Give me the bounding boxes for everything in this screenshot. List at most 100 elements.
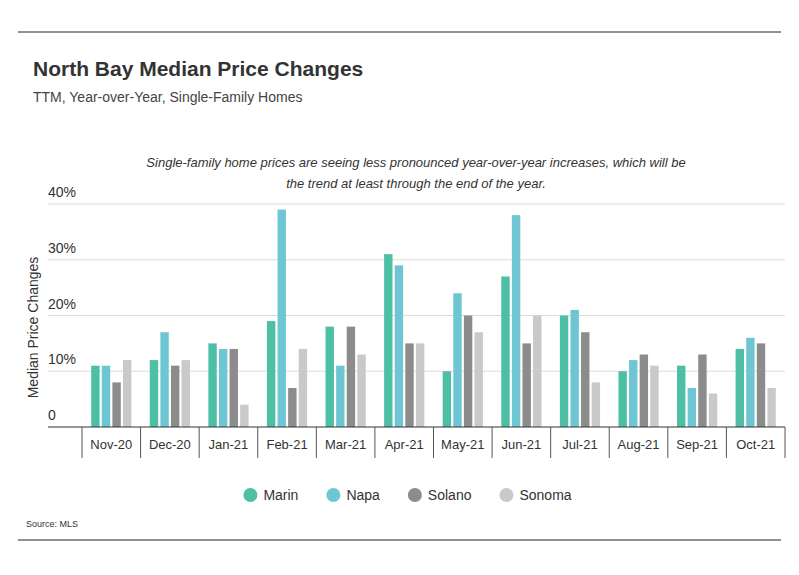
grid-line <box>48 259 785 260</box>
x-tick-label: Jul-21 <box>562 437 597 452</box>
bar <box>123 360 131 427</box>
legend-label: Sonoma <box>519 487 571 503</box>
title: North Bay Median Price Changes <box>33 57 363 80</box>
bar <box>560 316 568 428</box>
annotation: Single-family home prices are seeing les… <box>146 155 685 170</box>
legend-label: Napa <box>346 487 380 503</box>
x-tick-label: Dec-20 <box>149 437 191 452</box>
bar <box>384 254 392 427</box>
bar <box>357 355 365 427</box>
subtitle: TTM, Year-over-Year, Single-Family Homes <box>33 89 302 105</box>
x-tick-label: Feb-21 <box>266 437 307 452</box>
x-tick-label: Jan-21 <box>209 437 249 452</box>
y-tick-label: 40% <box>48 184 76 200</box>
bar <box>171 366 179 427</box>
bar <box>688 388 696 427</box>
bar <box>618 371 626 427</box>
bar <box>512 215 520 427</box>
chart: North Bay Median Price Changes TTM, Year-… <box>0 0 799 575</box>
bar <box>219 349 227 427</box>
y-tick-label: 10% <box>48 351 76 367</box>
category-separator <box>492 427 493 458</box>
bar <box>230 349 238 427</box>
bar <box>278 210 286 427</box>
bar <box>464 316 472 428</box>
bar <box>326 327 334 427</box>
x-tick-label: Aug-21 <box>618 437 660 452</box>
category-separator <box>257 427 258 458</box>
y-axis-label: Median Price Changes <box>25 257 41 399</box>
bar <box>288 388 296 427</box>
y-tick-label: 0 <box>48 407 56 423</box>
bar <box>746 338 754 427</box>
grid-line <box>48 315 785 316</box>
bar <box>677 366 685 427</box>
bar <box>640 355 648 427</box>
legend-swatch <box>326 488 340 502</box>
bar <box>522 343 530 427</box>
bar <box>395 265 403 427</box>
legend-swatch <box>408 488 422 502</box>
bar <box>299 349 307 427</box>
category-separator <box>433 427 434 458</box>
x-tick-label: Jun-21 <box>502 437 542 452</box>
bar <box>757 343 765 427</box>
legend-swatch <box>243 488 257 502</box>
y-tick-label: 30% <box>48 240 76 256</box>
bar <box>474 332 482 427</box>
category-separator <box>199 427 200 458</box>
bar <box>736 349 744 427</box>
bar <box>336 366 344 427</box>
bar <box>570 310 578 427</box>
bar <box>112 382 120 427</box>
bar <box>698 355 706 427</box>
bar <box>650 366 658 427</box>
category-separator <box>82 427 83 458</box>
bottom-rule <box>18 540 781 541</box>
bars <box>91 210 776 427</box>
bar <box>453 293 461 427</box>
category-separator <box>785 427 786 458</box>
annotation: the trend at least through the end of th… <box>286 176 546 191</box>
bar <box>629 360 637 427</box>
x-tick-label: Nov-20 <box>90 437 132 452</box>
legend-label: Solano <box>428 487 472 503</box>
top-rule <box>18 32 781 33</box>
category-separator <box>140 427 141 458</box>
bar <box>581 332 589 427</box>
category-separator <box>609 427 610 458</box>
bar <box>416 343 424 427</box>
x-axis <box>48 426 785 427</box>
bar <box>102 366 110 427</box>
bar <box>91 366 99 427</box>
category-separator <box>550 427 551 458</box>
bar <box>709 394 717 427</box>
bar <box>501 276 509 427</box>
x-tick-label: May-21 <box>441 437 484 452</box>
bar <box>208 343 216 427</box>
x-tick-label: Mar-21 <box>325 437 366 452</box>
source: Source: MLS <box>26 519 78 529</box>
bar <box>160 332 168 427</box>
bar <box>533 316 541 428</box>
x-tick-label: Apr-21 <box>385 437 424 452</box>
bar <box>405 343 413 427</box>
bar <box>443 371 451 427</box>
bar <box>182 360 190 427</box>
bar <box>347 327 355 427</box>
category-separator <box>726 427 727 458</box>
bar <box>767 388 775 427</box>
legend-label: Marin <box>263 487 298 503</box>
bar <box>150 360 158 427</box>
y-tick-label: 20% <box>48 296 76 312</box>
x-tick-label: Oct-21 <box>736 437 775 452</box>
bar <box>267 321 275 427</box>
category-separator <box>374 427 375 458</box>
category-separator <box>316 427 317 458</box>
x-tick-label: Sep-21 <box>676 437 718 452</box>
grid-line <box>48 204 785 205</box>
bar <box>240 405 248 427</box>
legend-swatch <box>499 488 513 502</box>
category-separator <box>667 427 668 458</box>
bar <box>592 382 600 427</box>
